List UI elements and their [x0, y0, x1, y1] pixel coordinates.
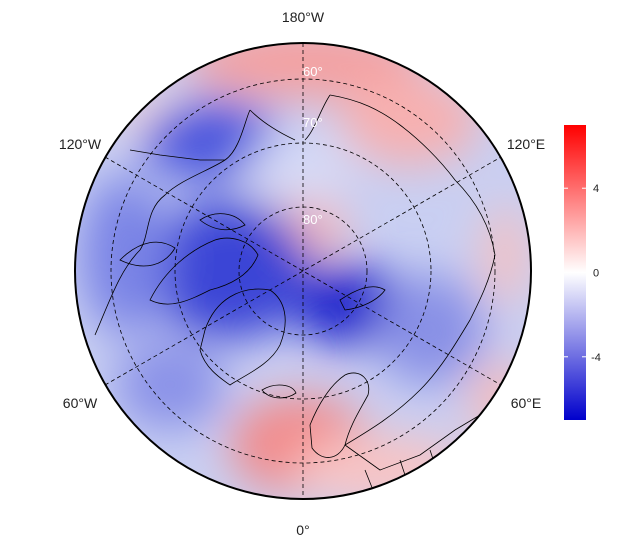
- colorbar-tick-label: 4: [593, 183, 599, 195]
- colorbar-gradient: [564, 125, 586, 420]
- meridian-120w-60e: [104, 156, 502, 386]
- lon-label-bottom: 0°: [296, 522, 309, 538]
- colorbar: 4 0 -4: [564, 125, 601, 420]
- lat-label-60: 60°: [303, 64, 323, 79]
- colorbar-tick-label: 0: [593, 268, 599, 280]
- lon-label-lower-right: 60°E: [511, 395, 542, 411]
- graticule: [104, 43, 502, 499]
- lon-label-upper-right: 120°E: [507, 136, 545, 152]
- lat-label-70: 70°: [303, 115, 323, 130]
- anomaly-field: [75, 43, 531, 499]
- meridian-60w-120e: [104, 156, 502, 386]
- lon-label-lower-left: 60°W: [63, 395, 98, 411]
- colorbar-tick-label: -4: [591, 352, 601, 364]
- lon-label-top: 180°W: [282, 9, 325, 25]
- lat-label-80: 80°: [303, 212, 323, 227]
- colorbar-ticks: 4 0 -4: [564, 183, 601, 364]
- coastlines: [94, 94, 496, 496]
- map-boundary: [74, 42, 532, 500]
- lon-label-upper-left: 120°W: [59, 136, 102, 152]
